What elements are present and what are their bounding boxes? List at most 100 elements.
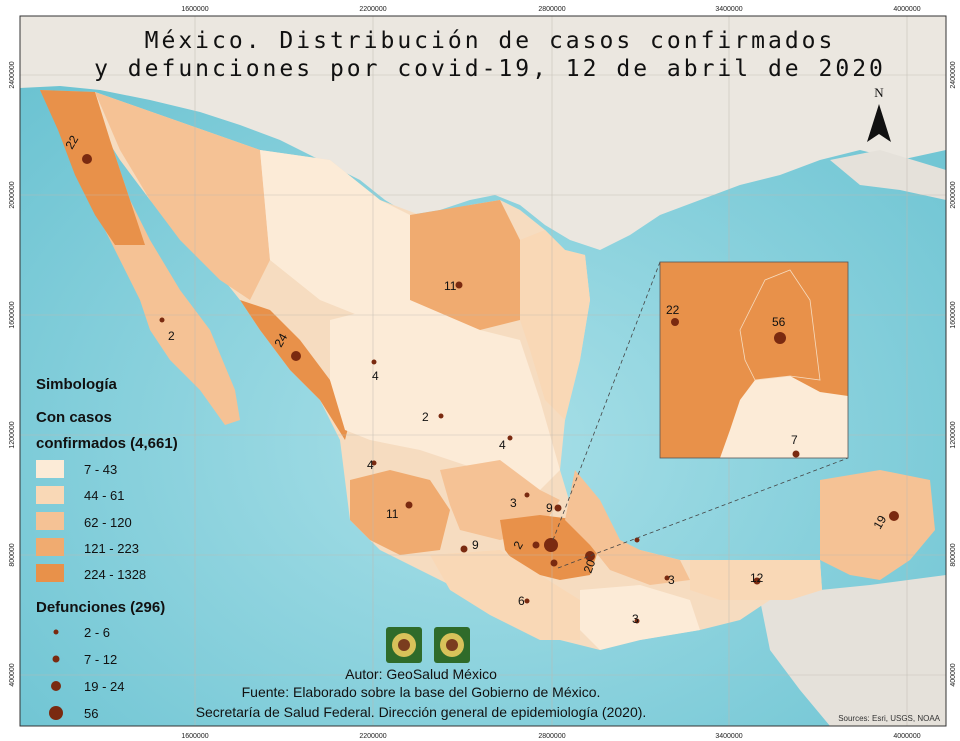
death-dot (524, 492, 530, 498)
legend-death-symbol (49, 706, 63, 720)
death-label: 11 (444, 279, 457, 293)
death-dot (438, 413, 444, 419)
central-states (330, 300, 560, 490)
legend-swatch (36, 460, 64, 478)
death-dot (664, 575, 670, 581)
death-label: 2 (168, 329, 175, 343)
death-dot (550, 559, 558, 567)
inset-death-label: 7 (791, 433, 798, 447)
central-america-land (760, 575, 946, 726)
death-dot (532, 541, 540, 549)
legend: Simbología Con casos confirmados (4,661)… (36, 376, 178, 721)
death-dot (82, 154, 92, 164)
legend-class-label: 44 - 61 (84, 488, 124, 503)
inset-death-label: 22 (666, 303, 680, 317)
inset-death-label: 56 (772, 315, 786, 329)
jalisco (350, 470, 450, 555)
death-label: 9 (546, 501, 553, 515)
y-tick: 1200000 (9, 421, 16, 448)
x-tick: 2200000 (359, 6, 386, 13)
y-tick: 2400000 (950, 61, 957, 88)
x-tick: 3400000 (715, 733, 742, 740)
x-ticks-top: 1600000 2200000 2800000 3400000 4000000 (181, 6, 920, 13)
legend-cases-title-line1: Con casos (36, 409, 112, 426)
y-tick: 2000000 (9, 181, 16, 208)
legend-swatch (36, 512, 64, 530)
michoacan-guerrero (430, 550, 580, 640)
inset-death-dot (774, 332, 786, 344)
y-tick: 2000000 (950, 181, 957, 208)
nuevo-leon-tamaulipas (520, 230, 590, 420)
sinaloa (240, 300, 350, 440)
death-dot (753, 577, 761, 585)
map-title-line1: México. Distribución de casos confirmado… (145, 28, 836, 54)
death-dot (507, 435, 513, 441)
legend-class-label: 224 - 1328 (84, 567, 146, 582)
y-tick: 2400000 (9, 61, 16, 88)
inset-death-dot (671, 318, 679, 326)
legend-cases-title-line2: confirmados (4,661) (36, 435, 178, 452)
death-dot (371, 460, 377, 466)
death-dot (159, 317, 165, 323)
north-arrow-icon: N (867, 85, 891, 142)
legend-swatch (36, 564, 64, 582)
death-dot (371, 359, 377, 365)
death-dot (554, 504, 562, 512)
y-ticks-left: 2400000 2000000 1600000 1200000 800000 4… (9, 61, 16, 686)
cuba-land (830, 150, 946, 200)
death-dot (405, 501, 413, 509)
legend-heading: Simbología (36, 376, 117, 393)
legend-death-symbol (51, 681, 61, 691)
legend-class-label: 7 - 43 (84, 462, 117, 477)
death-dot (460, 545, 468, 553)
x-tick: 4000000 (893, 6, 920, 13)
inset-death-dot (792, 450, 800, 458)
death-dot (455, 281, 463, 289)
inset-leader-lines (552, 261, 849, 569)
x-tick: 3400000 (715, 6, 742, 13)
x-tick: 4000000 (893, 733, 920, 740)
legend-death-label: 56 (84, 706, 98, 721)
death-label: 3 (668, 573, 675, 587)
death-dot (585, 551, 595, 561)
legend-death-label: 19 - 24 (84, 679, 124, 694)
death-dot (291, 351, 301, 361)
chihuahua (260, 150, 410, 320)
author-credit: Autor: GeoSalud México (345, 666, 497, 682)
y-tick: 1600000 (9, 301, 16, 328)
oaxaca (580, 585, 700, 650)
death-label: 20 (581, 557, 599, 575)
x-tick: 2800000 (538, 6, 565, 13)
source-credit: Fuente: Elaborado sobre la base del Gobi… (242, 684, 601, 700)
legend-class-label: 121 - 223 (84, 541, 139, 556)
institution-logo (434, 627, 470, 663)
death-label: 12 (750, 571, 764, 585)
death-label: 22 (62, 133, 81, 152)
legend-class-label: 62 - 120 (84, 515, 132, 530)
sonora (95, 92, 270, 300)
x-tick: 1600000 (181, 733, 208, 740)
death-label: 4 (367, 458, 374, 472)
inset-cdmx-boundary (739, 269, 821, 381)
y-tick: 1600000 (950, 301, 957, 328)
x-tick: 2200000 (359, 733, 386, 740)
legend-death-label: 7 - 12 (84, 652, 117, 667)
y-tick: 800000 (950, 543, 957, 566)
death-label: 2 (422, 410, 429, 424)
death-label: 9 (472, 538, 479, 552)
death-label: 4 (372, 369, 379, 383)
x-tick: 2800000 (538, 733, 565, 740)
legend-swatch (36, 538, 64, 556)
legend-death-symbol (52, 655, 60, 663)
death-label: 19 (870, 513, 889, 532)
legend-death-symbol (53, 629, 59, 635)
geosalud-logo (386, 627, 422, 663)
death-label: 4 (499, 438, 506, 452)
death-dot (634, 618, 640, 624)
inset-map: 22 56 7 (659, 261, 849, 459)
legend-deaths-title: Defunciones (296) (36, 599, 165, 616)
legend-swatch (36, 486, 64, 504)
legend-death-label: 2 - 6 (84, 625, 110, 640)
death-label: 11 (386, 507, 399, 521)
